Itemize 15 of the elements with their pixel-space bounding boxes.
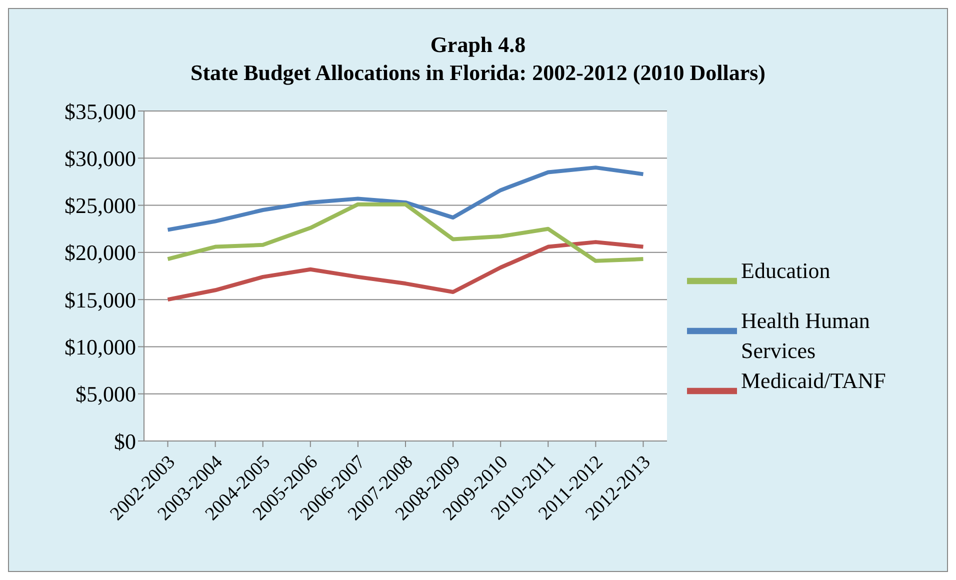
y-tick-label: $30,000 (64, 146, 136, 171)
y-tick-label: $20,000 (64, 240, 136, 266)
y-tick-label: $35,000 (64, 98, 136, 124)
legend-label: Medicaid/TANF (741, 367, 887, 395)
chart-title: Graph 4.8 State Budget Allocations in Florida: 2002-2012 (2010 Dollars) (189, 31, 767, 87)
line-series (166, 166, 646, 232)
y-tick-label: $5,000 (76, 382, 136, 407)
y-tick-label: $10,000 (64, 334, 136, 360)
y-tick-label: $25,000 (64, 193, 136, 218)
y-tick-label: $0 (114, 428, 136, 454)
line-series (166, 240, 646, 302)
legend-label: Health Human Services (741, 307, 871, 365)
legend-label: Education (741, 257, 832, 285)
y-tick-label: $15,000 (64, 287, 136, 312)
line-series (166, 202, 646, 263)
